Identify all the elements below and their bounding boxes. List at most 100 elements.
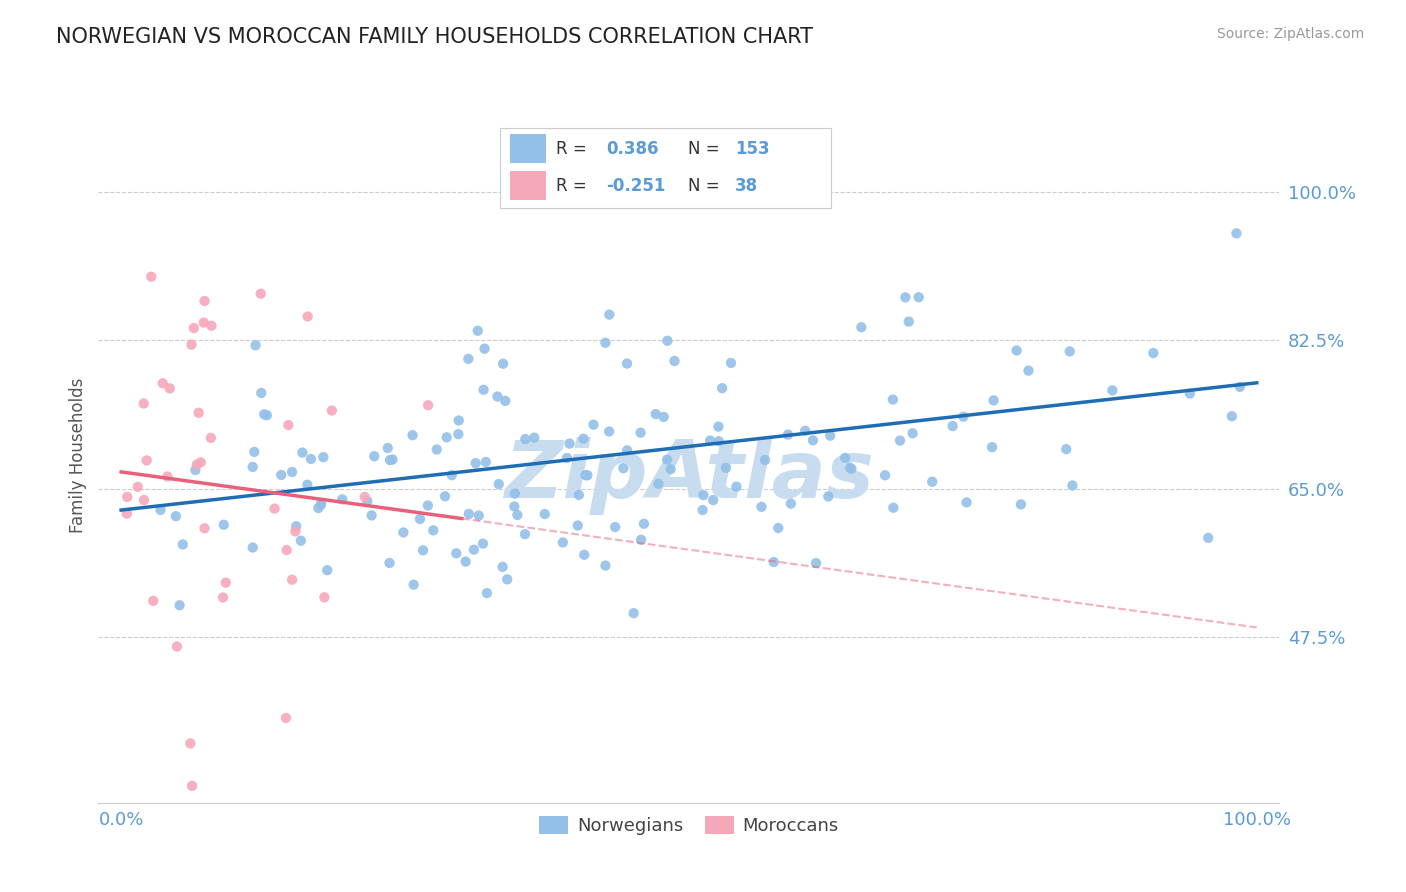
- Point: [659, 462, 682, 476]
- Point: [644, 407, 666, 421]
- Point: [297, 310, 319, 324]
- Point: [186, 458, 208, 472]
- Point: [882, 392, 904, 407]
- Point: [212, 591, 235, 605]
- Point: [166, 640, 188, 654]
- Point: [711, 381, 734, 395]
- Point: [457, 351, 479, 366]
- Point: [754, 453, 776, 467]
- Point: [253, 407, 276, 421]
- Point: [1059, 344, 1081, 359]
- Point: [1197, 531, 1219, 545]
- Point: [212, 517, 235, 532]
- Point: [983, 393, 1005, 408]
- Point: [513, 527, 536, 541]
- Text: Source: ZipAtlas.com: Source: ZipAtlas.com: [1216, 27, 1364, 41]
- Point: [1225, 227, 1247, 241]
- Point: [172, 537, 194, 551]
- Point: [193, 293, 215, 308]
- Point: [141, 269, 163, 284]
- Point: [467, 508, 489, 523]
- Point: [183, 321, 205, 335]
- Point: [841, 462, 863, 476]
- Point: [568, 488, 591, 502]
- Point: [392, 525, 415, 540]
- Point: [330, 492, 353, 507]
- Point: [422, 524, 444, 538]
- Y-axis label: Family Households: Family Households: [69, 377, 87, 533]
- Point: [299, 452, 322, 467]
- Point: [1229, 380, 1251, 394]
- Point: [897, 315, 920, 329]
- Point: [416, 398, 439, 412]
- Point: [1101, 384, 1123, 398]
- Point: [492, 357, 515, 371]
- Point: [187, 406, 209, 420]
- Point: [834, 450, 856, 465]
- Point: [436, 430, 458, 444]
- Point: [249, 286, 271, 301]
- Point: [263, 501, 285, 516]
- Point: [200, 431, 222, 445]
- Point: [762, 555, 785, 569]
- Point: [142, 594, 165, 608]
- Point: [496, 572, 519, 586]
- Point: [1220, 409, 1243, 424]
- Point: [454, 555, 477, 569]
- Point: [270, 468, 292, 483]
- Point: [135, 453, 157, 467]
- Point: [256, 409, 278, 423]
- Point: [699, 434, 721, 448]
- Point: [616, 443, 638, 458]
- Point: [467, 324, 489, 338]
- Point: [630, 425, 652, 440]
- Point: [409, 512, 432, 526]
- Point: [801, 434, 824, 448]
- Point: [285, 519, 308, 533]
- Point: [952, 409, 974, 424]
- Point: [515, 432, 537, 446]
- Point: [184, 463, 207, 477]
- Point: [276, 543, 298, 558]
- Point: [245, 338, 267, 352]
- Point: [274, 711, 297, 725]
- Point: [402, 578, 425, 592]
- Point: [488, 477, 510, 491]
- Point: [277, 418, 299, 433]
- Point: [955, 495, 977, 509]
- Point: [1010, 497, 1032, 511]
- Point: [595, 335, 617, 350]
- Point: [1062, 478, 1084, 492]
- Point: [284, 524, 307, 539]
- Point: [475, 455, 498, 469]
- Point: [921, 475, 943, 489]
- Point: [463, 542, 485, 557]
- Point: [1005, 343, 1028, 358]
- Point: [181, 779, 204, 793]
- Point: [1054, 442, 1077, 457]
- Point: [506, 508, 529, 522]
- Point: [321, 403, 343, 417]
- Point: [250, 386, 273, 401]
- Point: [804, 556, 827, 570]
- Point: [309, 496, 332, 510]
- Point: [523, 431, 546, 445]
- Point: [472, 383, 495, 397]
- Point: [314, 591, 336, 605]
- Point: [794, 424, 817, 438]
- Point: [169, 599, 191, 613]
- Point: [193, 521, 215, 535]
- Point: [281, 465, 304, 479]
- Point: [464, 456, 486, 470]
- Point: [582, 417, 605, 432]
- Point: [457, 507, 479, 521]
- Point: [412, 543, 434, 558]
- Point: [818, 429, 841, 443]
- Point: [115, 490, 138, 504]
- Point: [297, 477, 319, 491]
- Point: [440, 468, 463, 483]
- Point: [1178, 386, 1201, 401]
- Point: [768, 521, 790, 535]
- Point: [623, 606, 645, 620]
- Point: [193, 316, 215, 330]
